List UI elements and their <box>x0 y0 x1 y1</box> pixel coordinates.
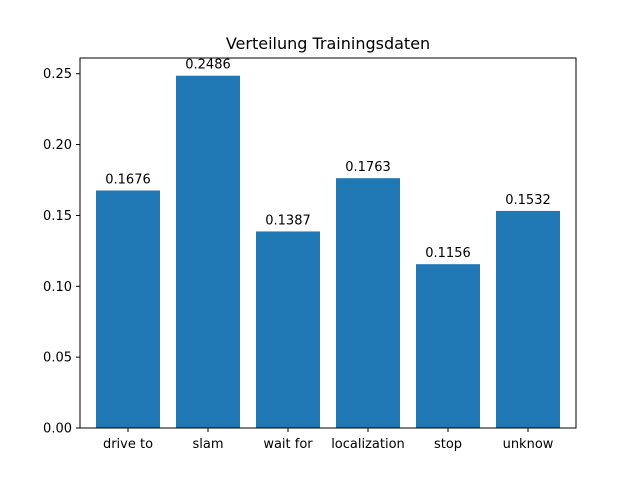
bar-stop <box>416 264 480 428</box>
data-label: 0.1532 <box>505 193 551 208</box>
y-tick-label: 0.05 <box>43 351 72 366</box>
data-label: 0.1387 <box>265 213 311 228</box>
bar-unknow <box>496 210 560 428</box>
x-tick-label: drive to <box>103 437 153 452</box>
x-axis: drive to slam wait for localization stop unkn… <box>103 428 554 452</box>
bar-localization <box>336 178 400 428</box>
data-labels-group: 0.1676 0.2486 0.1387 0.1763 0.1156 0.1532 <box>105 58 551 261</box>
data-label: 0.1156 <box>425 246 471 261</box>
bar-slam <box>176 75 240 429</box>
data-label: 0.1763 <box>345 160 391 175</box>
bar-wait-for <box>256 231 320 428</box>
y-tick-label: 0.10 <box>43 280 72 295</box>
x-tick-label: localization <box>331 437 405 452</box>
y-axis: 0.00 0.05 0.10 0.15 0.20 0.25 <box>43 67 80 437</box>
data-label: 0.1676 <box>105 172 151 187</box>
y-tick-label: 0.15 <box>43 209 72 224</box>
bars-group <box>96 75 560 429</box>
bar-drive-to <box>96 190 160 428</box>
x-tick-label: stop <box>434 437 462 452</box>
x-tick-label: wait for <box>263 437 313 452</box>
x-tick-label: slam <box>192 437 223 452</box>
y-tick-label: 0.20 <box>43 138 72 153</box>
data-label: 0.2486 <box>185 58 231 73</box>
plot-frame <box>79 57 577 429</box>
x-tick-label: unknow <box>503 437 554 452</box>
chart-title: Verteilung Trainingsdaten <box>226 34 430 53</box>
y-tick-label: 0.00 <box>43 422 72 437</box>
y-tick-label: 0.25 <box>43 67 72 82</box>
